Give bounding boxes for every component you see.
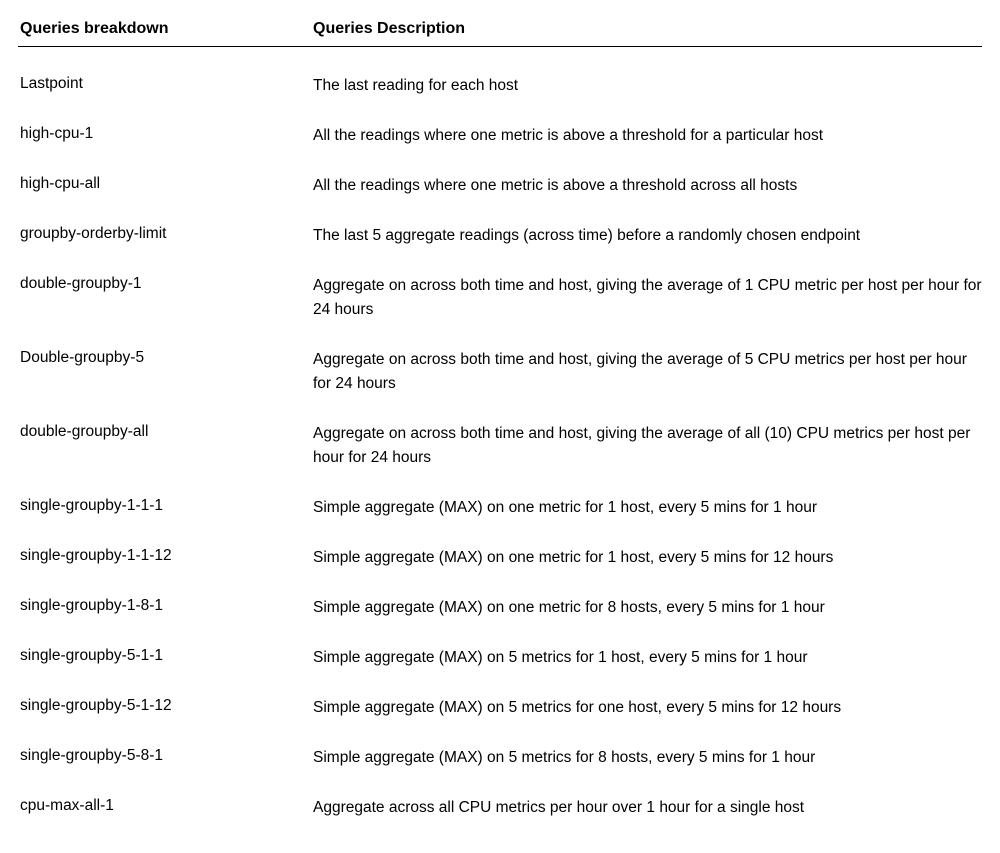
query-name: Double-groupby-5 <box>18 348 313 367</box>
query-name: groupby-orderby-limit <box>18 224 313 243</box>
header-queries-description: Queries Description <box>313 20 982 38</box>
header-queries-breakdown: Queries breakdown <box>18 20 313 38</box>
query-description: Aggregate on across both time and host, … <box>313 422 982 470</box>
table-row: single-groupby-1-1-1Simple aggregate (MA… <box>18 483 982 533</box>
query-description: Simple aggregate (MAX) on 5 metrics for … <box>313 696 982 720</box>
query-name: double-groupby-all <box>18 422 313 441</box>
query-description: Simple aggregate (MAX) on one metric for… <box>313 546 982 570</box>
table-row: cpu-max-all-1Aggregate across all CPU me… <box>18 783 982 833</box>
query-description: Aggregate on across both time and host, … <box>313 348 982 396</box>
table-row: double-groupby-allAggregate on across bo… <box>18 409 982 483</box>
table-row: double-groupby-1Aggregate on across both… <box>18 261 982 335</box>
query-description: The last 5 aggregate readings (across ti… <box>313 224 982 248</box>
table-body: LastpointThe last reading for each hosth… <box>18 47 982 833</box>
query-name: high-cpu-all <box>18 174 313 193</box>
table-row: Double-groupby-5Aggregate on across both… <box>18 335 982 409</box>
query-name: single-groupby-1-1-1 <box>18 496 313 515</box>
table-row: single-groupby-5-1-12Simple aggregate (M… <box>18 683 982 733</box>
query-description: Simple aggregate (MAX) on one metric for… <box>313 496 982 520</box>
query-name: single-groupby-5-1-12 <box>18 696 313 715</box>
table-row: single-groupby-5-8-1Simple aggregate (MA… <box>18 733 982 783</box>
query-description: Aggregate across all CPU metrics per hou… <box>313 796 982 820</box>
query-description: All the readings where one metric is abo… <box>313 174 982 198</box>
query-name: single-groupby-1-8-1 <box>18 596 313 615</box>
query-description: Simple aggregate (MAX) on 5 metrics for … <box>313 746 982 770</box>
table-row: single-groupby-1-1-12Simple aggregate (M… <box>18 533 982 583</box>
query-description: All the readings where one metric is abo… <box>313 124 982 148</box>
query-description: Simple aggregate (MAX) on 5 metrics for … <box>313 646 982 670</box>
table-row: high-cpu-allAll the readings where one m… <box>18 161 982 211</box>
query-name: cpu-max-all-1 <box>18 796 313 815</box>
query-name: single-groupby-5-8-1 <box>18 746 313 765</box>
query-description: Simple aggregate (MAX) on one metric for… <box>313 596 982 620</box>
table-row: LastpointThe last reading for each host <box>18 61 982 111</box>
table-row: groupby-orderby-limitThe last 5 aggregat… <box>18 211 982 261</box>
query-name: single-groupby-1-1-12 <box>18 546 313 565</box>
query-description: The last reading for each host <box>313 74 982 98</box>
table-row: high-cpu-1All the readings where one met… <box>18 111 982 161</box>
query-name: double-groupby-1 <box>18 274 313 293</box>
table-header-row: Queries breakdown Queries Description <box>18 20 982 47</box>
queries-table: Queries breakdown Queries Description La… <box>18 20 982 833</box>
query-description: Aggregate on across both time and host, … <box>313 274 982 322</box>
table-row: single-groupby-5-1-1Simple aggregate (MA… <box>18 633 982 683</box>
query-name: Lastpoint <box>18 74 313 93</box>
query-name: single-groupby-5-1-1 <box>18 646 313 665</box>
table-row: single-groupby-1-8-1Simple aggregate (MA… <box>18 583 982 633</box>
query-name: high-cpu-1 <box>18 124 313 143</box>
